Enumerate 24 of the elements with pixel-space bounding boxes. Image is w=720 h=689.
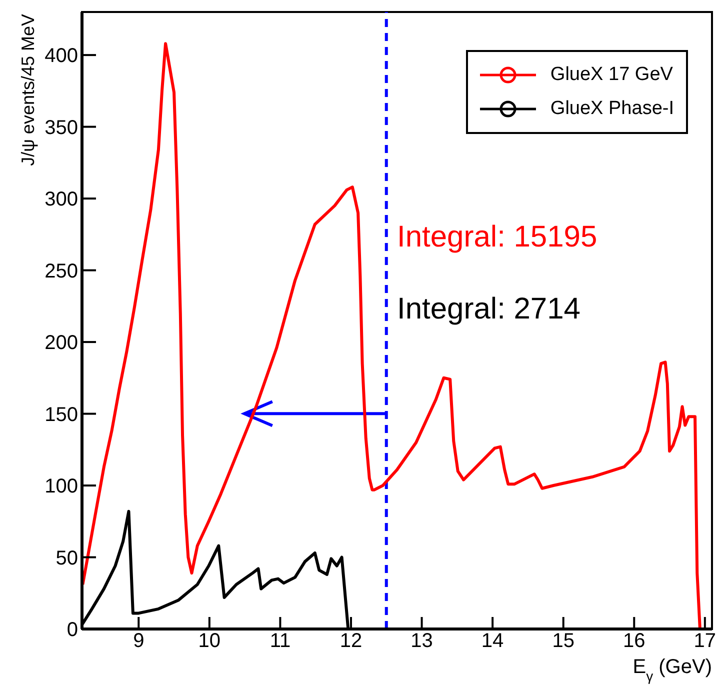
x-tick-label: 17 xyxy=(694,630,716,652)
y-tick-label: 0 xyxy=(66,619,78,642)
annotation: Integral: 2714 xyxy=(397,292,580,326)
x-tick-label: 12 xyxy=(340,630,362,652)
y-tick-label: 100 xyxy=(44,476,78,498)
legend-label: GlueX Phase-I xyxy=(550,98,674,120)
x-tick-label: 9 xyxy=(133,630,144,652)
x-axis-title: E$_{γ}$ (GeV) xyxy=(632,656,712,684)
y-tick-label: 300 xyxy=(44,188,78,211)
y-tick-label: 150 xyxy=(44,404,78,426)
x-tick-label: 11 xyxy=(270,630,291,652)
y-tick-label: 350 xyxy=(44,116,78,139)
annotation: Integral: 15195 xyxy=(397,220,598,254)
x-tick-label: 15 xyxy=(552,630,574,652)
y-tick-label: 50 xyxy=(56,547,78,570)
x-tick-label: 16 xyxy=(623,630,646,652)
y-tick-label: 400 xyxy=(44,45,78,68)
y-axis-title: J/ψ events/45 MeV xyxy=(18,14,38,166)
y-tick-label: 200 xyxy=(44,332,78,354)
x-tick-label: 10 xyxy=(198,630,221,652)
x-tick-label: 13 xyxy=(410,630,433,652)
x-tick-label: 14 xyxy=(481,630,504,652)
y-tick-label: 250 xyxy=(44,260,78,282)
legend-label: GlueX 17 GeV xyxy=(550,64,673,86)
